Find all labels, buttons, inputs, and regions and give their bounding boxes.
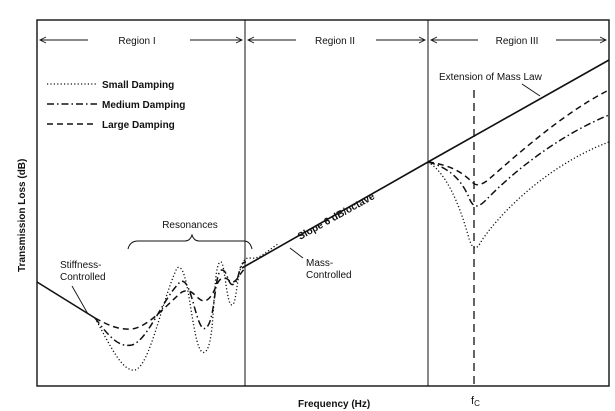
mass-controlled-label-line2: Controlled — [306, 270, 352, 281]
extension-label: Extension of Mass Law — [439, 72, 543, 83]
plot-frame — [36, 19, 610, 387]
region-arrows — [38, 36, 608, 44]
region-label-2: Region II — [315, 36, 355, 47]
stiffness-label-line2: Controlled — [60, 272, 106, 283]
large-damping-curve-region1 — [94, 267, 247, 330]
stiffness-label-line1: Stiffness- — [60, 260, 102, 271]
medium-damping-curve-region1 — [94, 261, 247, 347]
large-damping-curve-region3 — [427, 89, 610, 186]
fc-symbol: f — [471, 395, 475, 407]
region-label-1: Region I — [118, 36, 155, 47]
resonances-label: Resonances — [162, 220, 218, 231]
fc-label: fC — [471, 395, 480, 408]
y-axis-label: Transmission Loss (dB) — [17, 159, 28, 272]
fc-subscript: C — [474, 399, 480, 408]
stiffness-line — [36, 281, 96, 319]
mass-controlled-label-line1: Mass- — [306, 258, 333, 269]
legend-label-medium: Medium Damping — [102, 100, 185, 111]
legend-label-small: Small Damping — [102, 80, 174, 91]
small-damping-curve-region3 — [427, 141, 610, 249]
mass-law-line — [241, 59, 610, 269]
region-label-3: Region III — [496, 36, 539, 47]
legend: Small Damping Medium Damping Large Dampi… — [47, 80, 185, 131]
resonances-bracket — [127, 233, 253, 250]
x-axis-label: Frequency (Hz) — [298, 399, 370, 410]
medium-damping-curve-region3 — [427, 114, 610, 207]
stiffness-leader — [71, 285, 89, 315]
mass-controlled-leader — [289, 247, 304, 259]
slope-label: Slope 6 dB/octave — [296, 191, 377, 243]
extension-leader — [521, 83, 541, 97]
legend-label-large: Large Damping — [102, 120, 175, 131]
